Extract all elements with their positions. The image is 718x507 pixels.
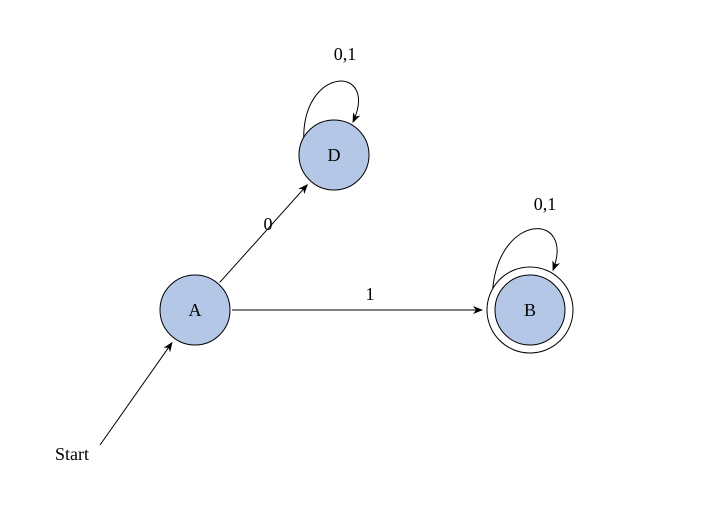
- start-edge: [100, 343, 172, 445]
- edge-label-A-B: 1: [366, 284, 375, 304]
- start-label: Start: [55, 444, 89, 464]
- self-loop-label-B: 0,1: [534, 194, 557, 214]
- state-diagram: A D B Start 0 1 0,1 0,1: [0, 0, 718, 507]
- state-label-A: A: [189, 300, 202, 320]
- state-label-D: D: [328, 145, 341, 165]
- state-label-B: B: [524, 300, 536, 320]
- self-loop-label-D: 0,1: [334, 44, 357, 64]
- edge-label-A-D: 0: [264, 214, 273, 234]
